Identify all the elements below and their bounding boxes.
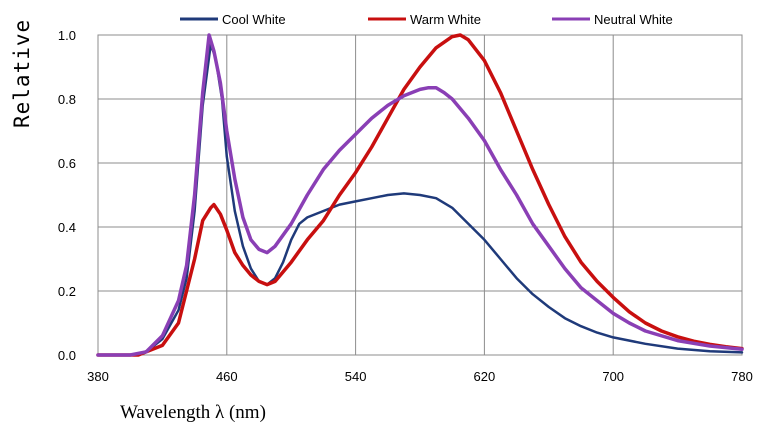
y-tick-label: 0.2 bbox=[58, 284, 76, 299]
series-layer bbox=[96, 33, 744, 357]
y-tick-label: 0.6 bbox=[58, 156, 76, 171]
y-axis-label: Relative bbox=[10, 19, 34, 128]
y-tick-label: 1.0 bbox=[58, 28, 76, 43]
legend-label-neutral-white: Neutral White bbox=[594, 12, 673, 27]
x-tick-label: 620 bbox=[474, 369, 496, 384]
series-line-neutral-white bbox=[96, 33, 744, 357]
x-tick-label: 780 bbox=[731, 369, 753, 384]
legend-label-warm-white: Warm White bbox=[410, 12, 481, 27]
y-tick-label: 0.0 bbox=[58, 348, 76, 363]
y-tick-label: 0.8 bbox=[58, 92, 76, 107]
x-tick-label: 460 bbox=[216, 369, 238, 384]
plot-frame bbox=[97, 34, 743, 356]
legend: Cool White Warm White Neutral White bbox=[180, 12, 673, 27]
legend-label-cool-white: Cool White bbox=[222, 12, 286, 27]
tick-layer: 380 460 540 620 700 780 0.0 0.2 0.4 0.6 0.8 1.0 bbox=[58, 28, 753, 384]
x-axis-label: Wavelength λ (nm) bbox=[120, 402, 266, 423]
x-tick-label: 380 bbox=[87, 369, 109, 384]
grid-layer bbox=[97, 34, 743, 356]
x-tick-label: 540 bbox=[345, 369, 367, 384]
y-tick-label: 0.4 bbox=[58, 220, 76, 235]
series-line-cool-white bbox=[96, 43, 744, 357]
series-line-warm-white bbox=[96, 33, 744, 357]
x-tick-label: 700 bbox=[602, 369, 624, 384]
